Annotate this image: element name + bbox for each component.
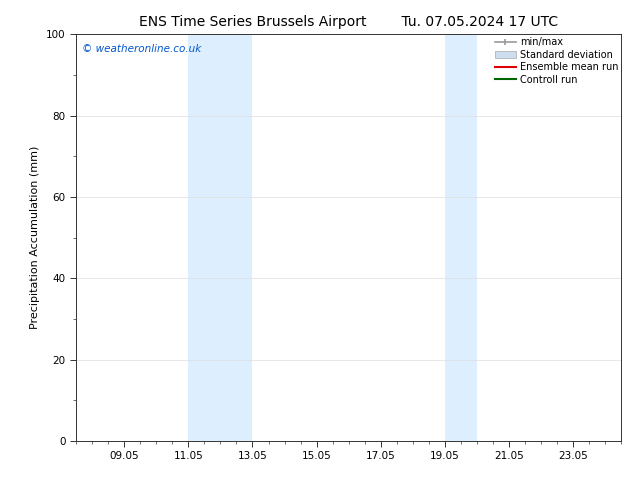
Legend: min/max, Standard deviation, Ensemble mean run, Controll run: min/max, Standard deviation, Ensemble me… (495, 37, 618, 84)
Bar (188, 34, 252, 441)
Title: ENS Time Series Brussels Airport        Tu. 07.05.2024 17 UTC: ENS Time Series Brussels Airport Tu. 07.… (139, 15, 559, 29)
Text: © weatheronline.co.uk: © weatheronline.co.uk (82, 45, 201, 54)
Bar (445, 34, 477, 441)
Y-axis label: Precipitation Accumulation (mm): Precipitation Accumulation (mm) (30, 146, 41, 329)
